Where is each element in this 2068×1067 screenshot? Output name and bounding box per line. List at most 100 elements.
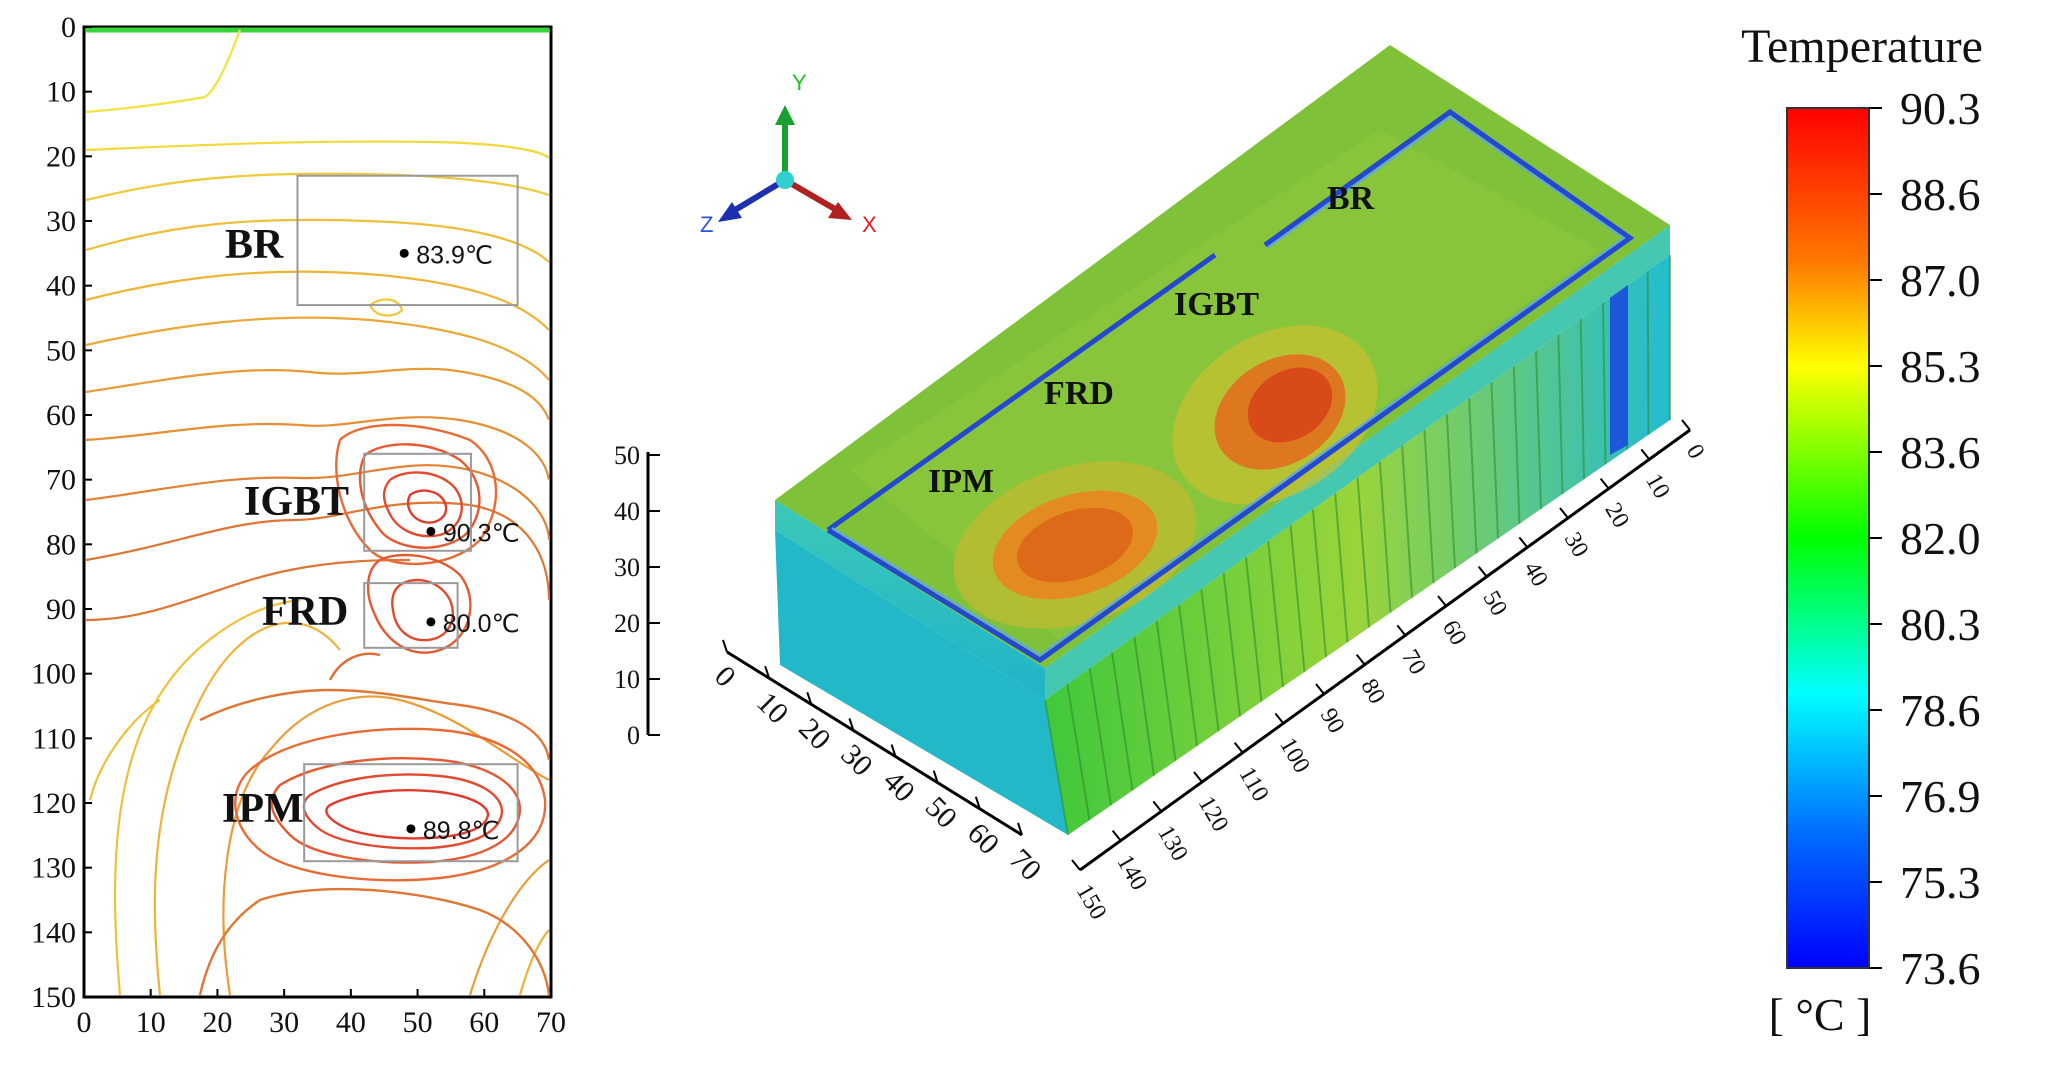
width-tick-mark bbox=[848, 718, 855, 731]
label-igbt: IGBT bbox=[244, 479, 349, 525]
colorbar-tick-label: 82.0 bbox=[1900, 513, 1981, 564]
y-tick-label: 80 bbox=[46, 528, 76, 561]
y-tick-label: 20 bbox=[46, 140, 76, 173]
length-tick-label: 110 bbox=[1233, 763, 1273, 806]
base-side-face bbox=[1045, 225, 1670, 700]
colorbar-unit: [ °C ] bbox=[1769, 989, 1872, 1040]
fin bbox=[1490, 382, 1499, 539]
component-labels: BR IGBT FRD IPM bbox=[222, 222, 349, 832]
fin bbox=[1244, 556, 1263, 702]
width-tick-label: 20 bbox=[792, 712, 837, 757]
z-arrowhead bbox=[718, 202, 742, 222]
length-tick-mark bbox=[1152, 800, 1163, 812]
length-tick-label: 50 bbox=[1477, 587, 1512, 621]
triad-z-label: Z bbox=[700, 212, 713, 237]
model-label-igbt: IGBT bbox=[1174, 286, 1259, 323]
hotspots: 83.9℃ 90.3℃ 80.0℃ 89.8℃ bbox=[399, 241, 520, 845]
fin bbox=[1066, 683, 1091, 821]
fin bbox=[1378, 461, 1392, 613]
length-tick-mark bbox=[1071, 859, 1081, 871]
length-tick-mark bbox=[1599, 478, 1610, 490]
triad-y-label: Y bbox=[792, 70, 807, 95]
height-tick-label: 0 bbox=[627, 721, 640, 750]
heatsink-3d-panel: Y X Z BR IGBT bbox=[614, 45, 1709, 924]
length-tick-label: 90 bbox=[1315, 704, 1350, 738]
fin bbox=[1289, 525, 1306, 673]
y-tick-label: 150 bbox=[31, 981, 76, 1014]
fin bbox=[1311, 509, 1327, 658]
fin bbox=[1356, 477, 1370, 628]
y-tick-label: 60 bbox=[46, 399, 76, 432]
fin bbox=[1110, 652, 1134, 791]
fin bbox=[1401, 445, 1413, 598]
colorbar-ticks: 90.3 88.6 87.0 85.3 83.6 82.0 80.3 78.6 76.9 75.3… bbox=[1869, 83, 1981, 994]
colorbar-tick-label: 88.6 bbox=[1900, 169, 1981, 220]
length-tick-label: 120 bbox=[1193, 792, 1234, 836]
model-labels: BR IGBT FRD IPM bbox=[928, 180, 1375, 500]
y-tick-label: 90 bbox=[46, 593, 76, 626]
fin bbox=[1646, 270, 1650, 435]
length-tick-label: 30 bbox=[1559, 528, 1594, 562]
x-axis-arrow bbox=[783, 177, 842, 215]
plot-frame bbox=[82, 25, 553, 999]
fin bbox=[1602, 302, 1607, 465]
x-tick-label: 10 bbox=[136, 1006, 166, 1039]
length-tick-mark bbox=[1193, 771, 1203, 783]
fin bbox=[1423, 429, 1435, 584]
model-label-frd: FRD bbox=[1044, 375, 1114, 412]
fins-front-face bbox=[775, 530, 1068, 835]
width-tick-mark bbox=[974, 796, 981, 810]
y-tick-label: 120 bbox=[31, 787, 76, 820]
width-tick-mark bbox=[806, 691, 813, 705]
fin bbox=[1468, 397, 1478, 554]
colorbar-gradient bbox=[1786, 107, 1870, 969]
height-ticks: 0 10 20 30 40 50 bbox=[614, 441, 660, 750]
length-tick-mark bbox=[1315, 683, 1325, 695]
hot-contours bbox=[198, 423, 551, 996]
model-label-ipm: IPM bbox=[928, 463, 994, 500]
x-tick-label: 50 bbox=[403, 1006, 433, 1039]
label-ipm: IPM bbox=[222, 786, 304, 832]
cold-fin-end bbox=[1610, 280, 1628, 455]
component-box bbox=[296, 174, 519, 307]
x-tick-label: 70 bbox=[536, 1006, 566, 1039]
fin bbox=[1267, 540, 1284, 687]
slot-frame bbox=[826, 108, 1635, 663]
width-tick-label: 40 bbox=[877, 764, 922, 809]
hotspot-value: 90.3℃ bbox=[443, 519, 520, 547]
fin bbox=[1155, 620, 1177, 762]
x-tick-labels: 0 10 20 30 40 50 60 70 bbox=[77, 989, 566, 1039]
component-outlines bbox=[296, 174, 519, 863]
height-tick-label: 50 bbox=[614, 441, 640, 470]
width-tick-label: 30 bbox=[834, 738, 879, 783]
component-box bbox=[363, 452, 472, 552]
component-box bbox=[363, 582, 459, 649]
x-tick-label: 60 bbox=[469, 1006, 499, 1039]
colorbar-title: Temperature bbox=[1741, 20, 1983, 73]
igbt-core bbox=[1247, 367, 1333, 443]
length-tick-label: 0 bbox=[1681, 440, 1710, 463]
colorbar-tick-label: 83.6 bbox=[1900, 427, 1981, 478]
width-tick-label: 50 bbox=[919, 790, 964, 835]
fin bbox=[1177, 604, 1198, 747]
length-tick-mark bbox=[1437, 595, 1447, 607]
y-tick-label: 10 bbox=[46, 76, 76, 109]
y-tick-label: 110 bbox=[32, 722, 76, 755]
colorbar-tick-label: 76.9 bbox=[1900, 771, 1981, 822]
x-arrowhead bbox=[828, 202, 852, 220]
y-tick-labels: 0 10 20 30 40 50 60 70 80 90 100 110 120 130 140 150 bbox=[31, 11, 92, 1014]
component-box bbox=[303, 763, 519, 863]
length-tick-label: 80 bbox=[1355, 675, 1390, 709]
length-tick-label: 20 bbox=[1599, 499, 1634, 533]
height-tick-label: 20 bbox=[614, 609, 640, 638]
fin bbox=[1557, 334, 1564, 495]
y-tick-label: 0 bbox=[61, 11, 76, 44]
length-tick-mark bbox=[1640, 448, 1651, 460]
label-frd: FRD bbox=[262, 589, 348, 635]
fin bbox=[1200, 588, 1220, 732]
y-tick-label: 40 bbox=[46, 270, 76, 303]
length-tick-label: 70 bbox=[1396, 645, 1431, 679]
colorbar-tick-label: 90.3 bbox=[1900, 83, 1981, 134]
width-tick-label: 60 bbox=[961, 816, 1006, 861]
fin-lines bbox=[1044, 255, 1671, 836]
